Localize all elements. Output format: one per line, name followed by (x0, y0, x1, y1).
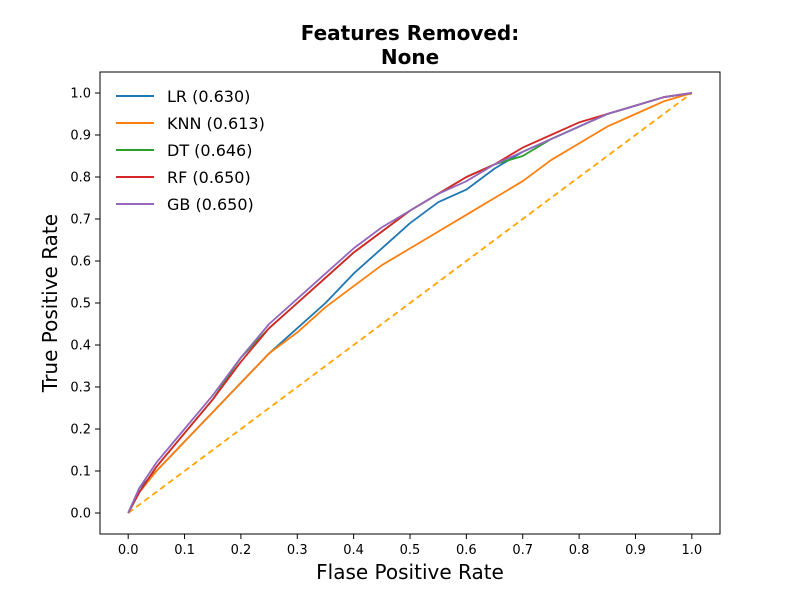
legend-label-4: GB (0.650) (167, 195, 254, 214)
reference-diagonal-line (127, 92, 693, 514)
y-tick-label: 0.6 (70, 255, 91, 270)
legend-label-2: DT (0.646) (167, 141, 252, 160)
y-tick-label: 0.5 (70, 297, 91, 312)
x-tick-label: 1.0 (681, 543, 702, 558)
legend-label-0: LR (0.630) (167, 87, 250, 106)
chart-title-line2: None (381, 45, 439, 69)
legend: LR (0.630) KNN (0.613) DT (0.646) RF (0.650… (116, 87, 265, 214)
y-tick-label: 0.9 (70, 129, 91, 144)
series-line-4 (127, 92, 692, 514)
y-tick-label: 0.4 (70, 339, 91, 354)
series-line-3 (127, 92, 692, 514)
y-tick-label: 1.0 (70, 87, 91, 102)
y-tick-label: 0.2 (70, 423, 91, 438)
series-layer (127, 92, 693, 514)
y-tick-label: 0.7 (70, 213, 91, 228)
x-tick-label: 0.1 (174, 543, 195, 558)
x-tick-label: 0.9 (625, 543, 646, 558)
plot-frame (99, 71, 721, 535)
x-tick-label: 0.6 (456, 543, 477, 558)
x-tick-label: 0.2 (231, 543, 252, 558)
y-tick-label: 0.0 (70, 507, 91, 522)
ticks-layer: 0.0 0.1 0.2 0.3 0.4 0.5 0.6 0.7 0.8 0.9 1.0 0.0 0.1 0… (70, 87, 702, 559)
x-axis-label: Flase Positive Rate (316, 560, 504, 584)
y-tick-label: 0.3 (70, 381, 91, 396)
x-tick-label: 0.0 (118, 543, 139, 558)
x-tick-label: 0.8 (569, 543, 590, 558)
series-line-1 (127, 92, 693, 514)
legend-label-1: KNN (0.613) (167, 114, 265, 133)
y-tick-label: 0.8 (70, 171, 91, 186)
x-tick-label: 0.3 (287, 543, 308, 558)
legend-label-3: RF (0.650) (167, 168, 251, 187)
chart-title-line1: Features Removed: (301, 21, 519, 45)
x-tick-label: 0.5 (400, 543, 421, 558)
x-tick-label: 0.4 (343, 543, 364, 558)
x-tick-label: 0.7 (512, 543, 533, 558)
y-tick-label: 0.1 (70, 465, 91, 480)
y-axis-label: True Positive Rate (38, 214, 62, 393)
